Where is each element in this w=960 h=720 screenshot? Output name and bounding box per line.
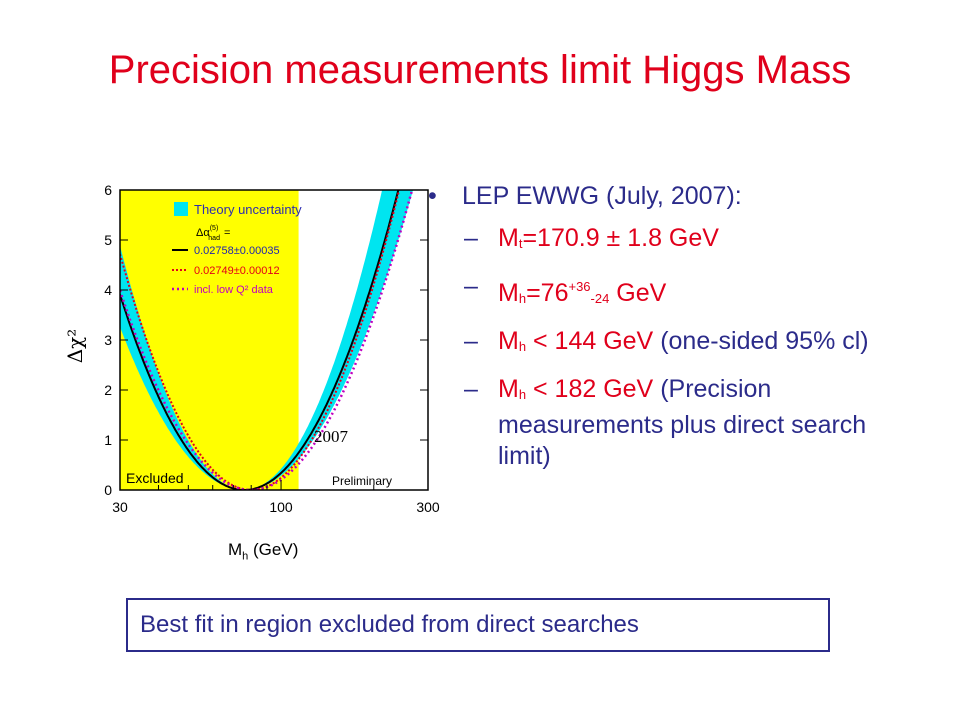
y-tick-label: 6 xyxy=(104,182,112,198)
x-tick-label: 30 xyxy=(112,499,128,515)
x-tick-label: 100 xyxy=(269,499,293,515)
legend-series1-label: 0.02758±0.00035 xyxy=(194,245,280,257)
y-tick-label: 1 xyxy=(104,432,112,448)
legend-delta-alpha: Δα(5) had = xyxy=(196,225,230,242)
x-tick-label: 300 xyxy=(416,499,440,515)
sub-bullet-text: Mh < 182 GeV (Precision measurements plu… xyxy=(498,375,867,470)
dash: – xyxy=(464,327,478,355)
legend-theory-swatch xyxy=(174,202,188,216)
y-tick-label: 3 xyxy=(104,332,112,348)
dash: – xyxy=(464,224,478,252)
x-axis-label-main: M xyxy=(228,540,243,559)
y-tick-label: 4 xyxy=(104,282,112,298)
plot-content xyxy=(120,190,414,490)
sub-bullet-text: Mt=170.9 ± 1.8 GeV xyxy=(498,224,719,252)
sub-bullet-one-sided-limit: – Mh < 144 GeV (one-sided 95% cl) xyxy=(428,326,948,362)
y-tick-label: 2 xyxy=(104,382,112,398)
dash: – xyxy=(464,272,478,300)
legend-theory-label: Theory uncertainty xyxy=(194,202,302,217)
sub-bullet-text: Mh < 144 GeV (one-sided 95% cl) xyxy=(498,327,869,355)
excluded-label: Excluded xyxy=(126,470,184,486)
bullet-list: • LEP EWWG (July, 2007): – Mt=170.9 ± 1.… xyxy=(428,182,948,472)
conclusion-text: Best fit in region excluded from direct … xyxy=(140,611,639,638)
bullet-dot: • xyxy=(428,182,437,210)
plot-legend: Theory uncertainty Δα(5) had = 0.02758±0.0… xyxy=(172,202,302,296)
sub-bullet-higgs-fit: – Mh=76+36-24 GeV xyxy=(428,271,948,314)
excluded-region xyxy=(120,190,299,490)
theory-uncertainty-band xyxy=(120,190,414,490)
series-curve-1 xyxy=(120,190,400,490)
conclusion-box: Best fit in region excluded from direct … xyxy=(126,598,830,652)
y-axis-label: Δχ² xyxy=(63,329,87,364)
year-label: 2007 xyxy=(314,427,349,446)
sub-bullet-text: Mh=76+36-24 GeV xyxy=(498,279,667,307)
x-axis-label-sub: h xyxy=(242,550,249,563)
plot-axes: 0 1 2 3 4 5 6 30 100 300 xyxy=(104,182,440,515)
preliminary-label: Preliminary xyxy=(332,474,392,488)
legend-series2-label: 0.02749±0.00012 xyxy=(194,265,280,277)
legend-series3-label: incl. low Q² data xyxy=(194,284,274,296)
y-tick-label: 0 xyxy=(104,482,112,498)
bullet-main-text: LEP EWWG (July, 2007): xyxy=(462,182,742,210)
chi-square-plot: 0 1 2 3 4 5 6 30 100 300 Δχ² Theory uncertainty Δ… xyxy=(60,178,440,530)
chi-square-plot-svg: 0 1 2 3 4 5 6 30 100 300 Δχ² Theory uncertainty Δ… xyxy=(63,182,440,515)
dash: – xyxy=(464,375,478,403)
slide-title: Precision measurements limit Higgs Mass xyxy=(108,48,852,92)
x-axis-label-unit: (GeV) xyxy=(248,540,299,559)
bullet-main: • LEP EWWG (July, 2007): xyxy=(428,182,948,211)
sub-bullet-top-mass: – Mt=170.9 ± 1.8 GeV xyxy=(428,223,948,259)
sub-bullet-combined-limit: – Mh < 182 GeV (Precision measurements p… xyxy=(428,374,948,472)
y-tick-label: 5 xyxy=(104,232,112,248)
x-axis-label: Mh (GeV) xyxy=(228,540,298,562)
